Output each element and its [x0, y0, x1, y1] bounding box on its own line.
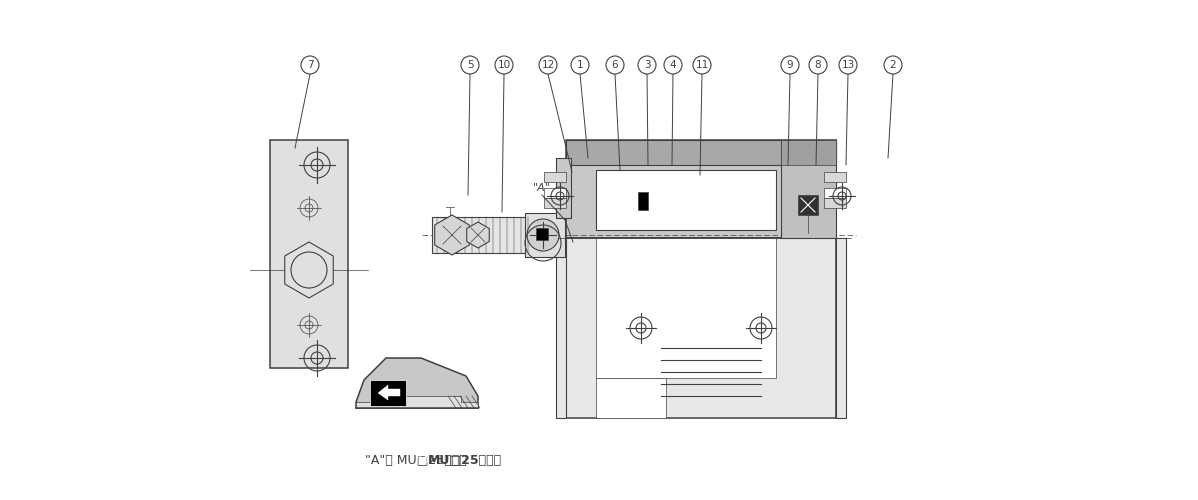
Bar — [432, 217, 530, 253]
Text: 3: 3 — [643, 60, 651, 70]
Text: "A"部: "A"部 — [416, 454, 448, 466]
Bar — [544, 188, 565, 198]
Bar — [370, 380, 406, 406]
Text: "A"部 MU□25の場合: "A"部 MU□25の場合 — [365, 454, 467, 466]
Text: 4: 4 — [670, 60, 677, 70]
Bar — [824, 172, 846, 182]
Polygon shape — [356, 396, 478, 408]
Bar — [270, 140, 347, 368]
Text: 1: 1 — [576, 60, 583, 70]
Polygon shape — [435, 215, 470, 255]
Text: 5: 5 — [467, 60, 473, 70]
Bar — [595, 170, 776, 230]
Bar — [565, 140, 836, 165]
Circle shape — [571, 56, 589, 74]
Circle shape — [301, 56, 319, 74]
Text: 7: 7 — [307, 60, 314, 70]
Circle shape — [692, 56, 710, 74]
Bar — [798, 195, 818, 215]
Bar — [536, 228, 547, 240]
Text: 2: 2 — [890, 60, 896, 70]
Text: MU□25の場合: MU□25の場合 — [428, 454, 502, 466]
Bar — [595, 238, 776, 378]
Bar — [544, 172, 565, 182]
Circle shape — [639, 56, 657, 74]
Text: 12: 12 — [541, 60, 555, 70]
Text: 13: 13 — [841, 60, 854, 70]
Bar — [525, 213, 565, 257]
Text: "A": "A" — [533, 183, 551, 193]
Circle shape — [495, 56, 513, 74]
Circle shape — [884, 56, 902, 74]
Text: 8: 8 — [815, 60, 822, 70]
Bar — [556, 158, 571, 218]
Polygon shape — [285, 242, 333, 298]
Text: 9: 9 — [787, 60, 793, 70]
Bar — [595, 378, 666, 418]
Bar — [781, 140, 836, 238]
Bar — [824, 198, 846, 208]
Text: 6: 6 — [612, 60, 618, 70]
Circle shape — [664, 56, 682, 74]
Circle shape — [527, 219, 559, 251]
Bar — [836, 238, 846, 418]
Bar — [556, 238, 565, 418]
Bar — [565, 238, 836, 418]
Circle shape — [606, 56, 624, 74]
Circle shape — [839, 56, 857, 74]
Circle shape — [539, 56, 557, 74]
Circle shape — [809, 56, 827, 74]
Bar — [824, 188, 846, 198]
Text: 10: 10 — [497, 60, 510, 70]
Circle shape — [781, 56, 799, 74]
Bar — [565, 140, 836, 238]
Polygon shape — [379, 385, 400, 400]
Circle shape — [461, 56, 479, 74]
Polygon shape — [356, 358, 478, 408]
Text: 11: 11 — [695, 60, 709, 70]
Polygon shape — [467, 222, 489, 248]
Bar — [781, 140, 836, 165]
Bar — [544, 198, 565, 208]
Bar — [639, 192, 648, 210]
